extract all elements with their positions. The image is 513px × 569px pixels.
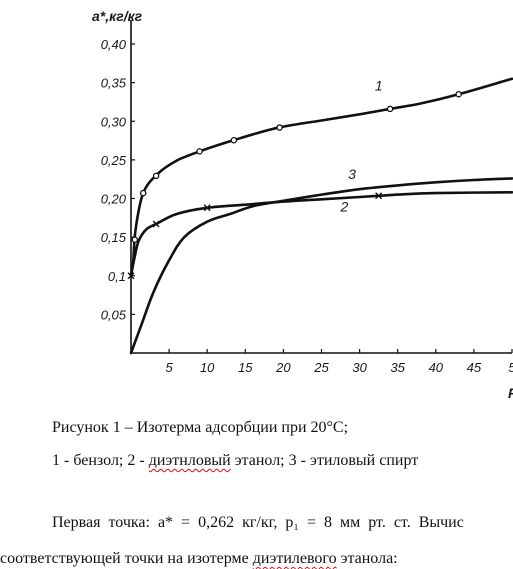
curves — [129, 77, 513, 355]
paragraph-misspelled-word: диэтилевого — [252, 550, 337, 567]
series-2-label: 2 — [340, 199, 349, 215]
x-tick-label: 20 — [275, 360, 291, 375]
caption-legend-misspelled-word: диэтнловый — [148, 452, 231, 469]
series-1-line — [129, 77, 513, 278]
series-1-marker — [139, 189, 147, 197]
series-3-line — [129, 177, 513, 355]
caption-title-text: Рисунок 1 – Изотерма адсорбции при 20°С; — [52, 419, 349, 436]
x-tick-label: 25 — [313, 360, 329, 375]
series-2-line — [129, 191, 513, 278]
series-1-marker — [276, 124, 283, 131]
x-tick-label: 30 — [352, 360, 367, 375]
x-tick-label: 35 — [390, 360, 405, 375]
caption-legend-part-1: 1 - бензол; 2 - — [52, 452, 149, 469]
series-1-marker — [196, 148, 203, 155]
caption-legend-part-3: этанол; 3 - этиловый спирт — [230, 452, 419, 469]
y-tick-label: 0,1 — [108, 269, 126, 284]
y-tick-label: 0,30 — [101, 114, 127, 129]
series-1-marker — [152, 172, 160, 180]
paragraph-first-line-text: Первая точка: a* = 0,262 кг/кг, p₁ = 8 м… — [52, 514, 464, 531]
series-2-marker — [375, 192, 383, 200]
series-2-marker — [127, 272, 135, 280]
x-tick-label: 40 — [429, 360, 444, 375]
x-tick-label: 15 — [238, 360, 253, 375]
y-tick-label: 0,35 — [101, 76, 127, 91]
figure-caption-legend: 1 - бензол; 2 - диэтнловый этанол; 3 - э… — [52, 452, 418, 470]
labels: a*,кг/кг P 1 2 3 — [92, 8, 513, 400]
ticks: 0,050,10,150,200,250,300,350,405 10 15 20 25… — [101, 37, 513, 375]
y-tick-label: 0,05 — [101, 307, 127, 322]
series-1-marker — [230, 136, 238, 144]
x-tick-label: 5 — [165, 360, 173, 375]
axes — [130, 20, 512, 354]
x-tick-label: 10 — [200, 360, 215, 375]
paragraph-first-line: Первая точка: a* = 0,262 кг/кг, p₁ = 8 м… — [52, 514, 464, 532]
series-2-marker — [203, 204, 211, 212]
series-1-label: 1 — [375, 77, 383, 93]
y-tick-label: 0,15 — [101, 230, 127, 245]
series-2-marker — [152, 220, 160, 228]
x-axis-title: P — [508, 385, 513, 400]
y-axis-title: a*,кг/кг — [92, 8, 143, 24]
series-1-marker — [455, 90, 462, 98]
x-tick-label: 45 — [467, 360, 482, 375]
x-tick-label: 5 — [508, 360, 513, 375]
paragraph-second-line-part-1: соответствующей точки на изотерме — [0, 550, 253, 567]
series-1-marker — [386, 105, 394, 113]
y-tick-label: 0,20 — [101, 192, 127, 207]
paragraph-second-line: соответствующей точки на изотерме диэтил… — [0, 550, 398, 568]
series-1-marker — [131, 236, 139, 243]
figure-caption-title: Рисунок 1 – Изотерма адсорбции при 20°С; — [52, 419, 348, 437]
series-3-label: 3 — [348, 166, 356, 182]
y-tick-label: 0,25 — [101, 153, 127, 168]
y-tick-label: 0,40 — [101, 37, 127, 52]
markers — [127, 90, 462, 280]
adsorption-isotherm-chart: 0,050,10,150,200,250,300,350,405 10 15 20 25… — [92, 8, 513, 400]
paragraph-second-line-part-3: этанола: — [336, 550, 398, 567]
